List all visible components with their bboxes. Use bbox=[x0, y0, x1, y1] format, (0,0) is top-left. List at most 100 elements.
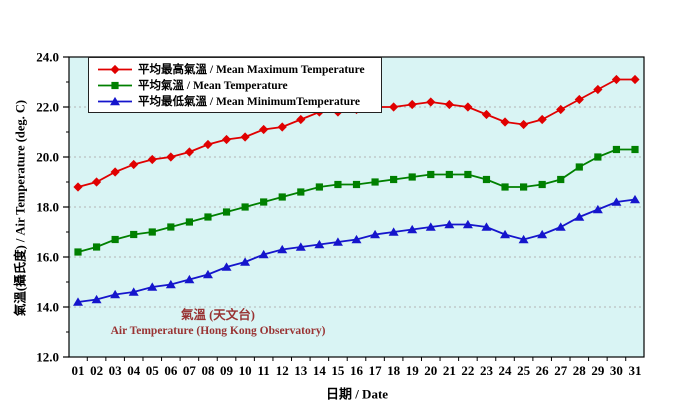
annotation-line-1: 氣溫 (天文台) bbox=[181, 308, 255, 322]
data-point bbox=[332, 237, 343, 246]
x-tick-label: 25 bbox=[517, 363, 531, 378]
data-point bbox=[73, 297, 83, 306]
data-point bbox=[575, 163, 583, 171]
data-point bbox=[463, 102, 473, 112]
data-point bbox=[147, 282, 158, 291]
data-point bbox=[537, 114, 547, 125]
x-tick-label: 29 bbox=[591, 363, 605, 378]
y-tick-label: 16.0 bbox=[36, 250, 59, 265]
data-point bbox=[500, 117, 510, 127]
data-point bbox=[462, 219, 473, 229]
data-point bbox=[240, 257, 251, 266]
data-point bbox=[165, 279, 176, 289]
y-axis-title: 氣溫(攝氏度) / Air Temperature (deg. C) bbox=[13, 99, 28, 317]
data-point bbox=[110, 289, 121, 299]
series-mean-min bbox=[73, 194, 640, 306]
data-point bbox=[91, 177, 102, 187]
data-point bbox=[221, 262, 232, 271]
x-tick-label: 18 bbox=[387, 363, 401, 378]
data-point bbox=[167, 223, 175, 231]
data-point bbox=[148, 228, 156, 236]
data-point bbox=[518, 234, 529, 244]
data-point bbox=[185, 218, 193, 226]
data-point bbox=[295, 242, 306, 251]
data-point bbox=[370, 229, 381, 239]
data-point bbox=[537, 229, 548, 239]
annotation-line-2: Air Temperature (Hong Kong Observatory) bbox=[110, 325, 326, 337]
data-point bbox=[259, 124, 269, 135]
x-tick-label: 17 bbox=[369, 363, 383, 378]
data-point bbox=[612, 145, 621, 154]
data-point bbox=[351, 234, 362, 244]
x-tick-label: 24 bbox=[499, 363, 513, 378]
y-tick-label: 12.0 bbox=[36, 350, 59, 365]
data-point bbox=[482, 175, 491, 184]
y-tick-label: 14.0 bbox=[36, 300, 59, 315]
x-tick-label: 27 bbox=[554, 363, 568, 378]
data-point bbox=[128, 287, 139, 296]
data-point bbox=[500, 229, 511, 239]
data-point bbox=[481, 222, 492, 231]
x-tick-label: 10 bbox=[239, 363, 252, 378]
data-point bbox=[203, 139, 213, 150]
data-point bbox=[277, 122, 287, 132]
data-point bbox=[371, 178, 379, 186]
legend: 平均最高氣溫 / Mean Maximum Temperature 平均氣溫 /… bbox=[88, 57, 382, 113]
data-point bbox=[74, 248, 82, 256]
data-point bbox=[315, 183, 323, 191]
x-tick-label: 15 bbox=[331, 363, 345, 378]
data-point bbox=[592, 204, 603, 214]
legend-label-mean: 平均氣溫 / Mean Temperature bbox=[138, 79, 288, 92]
data-point bbox=[464, 170, 472, 179]
x-tick-label: 04 bbox=[127, 363, 141, 378]
x-tick-label: 09 bbox=[220, 363, 234, 378]
data-point bbox=[111, 235, 119, 244]
data-point bbox=[427, 170, 435, 179]
legend-marker bbox=[110, 64, 120, 74]
data-point bbox=[277, 244, 288, 254]
data-point bbox=[92, 243, 101, 251]
data-point bbox=[73, 182, 83, 192]
legend-label-mean-min: 平均最低氣溫 / Mean MinimumTemperature bbox=[138, 95, 360, 108]
data-point bbox=[594, 153, 602, 161]
data-point bbox=[296, 114, 306, 125]
y-tick-label: 20.0 bbox=[36, 150, 59, 165]
data-point bbox=[631, 145, 639, 154]
data-point bbox=[352, 180, 361, 189]
data-point bbox=[538, 180, 546, 189]
mean-marker-icon bbox=[98, 81, 132, 89]
legend-marker bbox=[111, 81, 119, 89]
data-point bbox=[426, 97, 436, 107]
data-point bbox=[445, 170, 453, 179]
data-point bbox=[407, 224, 418, 234]
x-tick-label: 07 bbox=[183, 363, 197, 378]
legend-item-mean-max: 平均最高氣溫 / Mean Maximum Temperature bbox=[97, 61, 375, 76]
data-point bbox=[147, 154, 157, 165]
data-point bbox=[388, 227, 399, 236]
y-tick-label: 18.0 bbox=[36, 200, 59, 215]
data-point bbox=[425, 222, 436, 231]
x-tick-label: 06 bbox=[164, 363, 178, 378]
data-point bbox=[611, 197, 622, 206]
data-point bbox=[389, 102, 399, 112]
data-point bbox=[184, 274, 195, 284]
data-point bbox=[278, 193, 286, 201]
data-point bbox=[202, 269, 213, 279]
x-tick-label: 13 bbox=[294, 363, 308, 378]
x-tick-label: 30 bbox=[610, 363, 623, 378]
data-point bbox=[221, 134, 232, 145]
data-point bbox=[574, 94, 584, 105]
x-tick-label: 05 bbox=[146, 363, 160, 378]
data-point bbox=[611, 74, 622, 85]
data-point bbox=[555, 222, 566, 231]
x-tick-label: 28 bbox=[573, 363, 587, 378]
data-point bbox=[91, 294, 102, 304]
x-axis-title: 日期 / Date bbox=[325, 386, 389, 402]
x-tick-label: 02 bbox=[90, 363, 103, 378]
data-point bbox=[408, 173, 416, 181]
data-point bbox=[481, 109, 492, 120]
data-point bbox=[314, 239, 325, 249]
data-point bbox=[166, 152, 176, 162]
legend-marker bbox=[110, 96, 120, 105]
